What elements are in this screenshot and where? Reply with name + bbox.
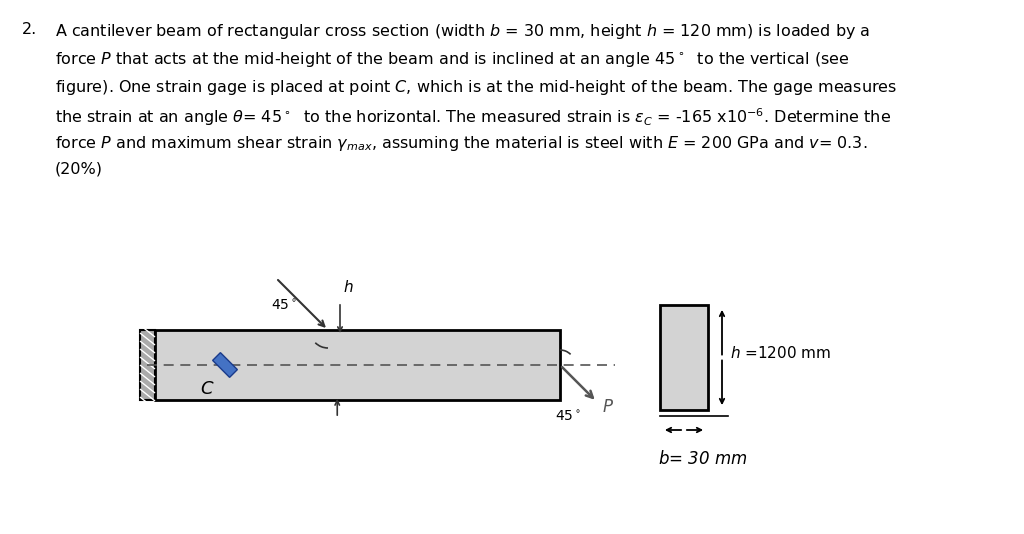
Text: figure). One strain gage is placed at point $C$, which is at the mid-height of t: figure). One strain gage is placed at po… (55, 78, 897, 97)
Text: $b$= 30 mm: $b$= 30 mm (658, 450, 748, 468)
Text: 2.: 2. (22, 22, 37, 37)
Bar (140, 330, 155, 400)
Bar (155, 330, 560, 400)
Text: $h$ =1200 mm: $h$ =1200 mm (730, 345, 831, 362)
Text: $P$: $P$ (602, 398, 613, 416)
Text: force $P$ and maximum shear strain $\gamma_{max}$, assuming the material is stee: force $P$ and maximum shear strain $\gam… (55, 134, 867, 153)
Text: 45$^\circ$: 45$^\circ$ (271, 299, 297, 313)
Text: force $P$ that acts at the mid-height of the beam and is inclined at an angle 45: force $P$ that acts at the mid-height of… (55, 50, 850, 69)
Text: 45$^\circ$: 45$^\circ$ (555, 410, 582, 425)
Text: $h$: $h$ (343, 279, 353, 295)
Text: $C$: $C$ (200, 380, 214, 398)
Text: the strain at an angle $\theta$= 45$^\circ$  to the horizontal. The measured str: the strain at an angle $\theta$= 45$^\ci… (55, 106, 891, 128)
Polygon shape (213, 352, 238, 378)
Text: (20%): (20%) (55, 162, 103, 177)
Bar (660, 305, 708, 410)
Text: A cantilever beam of rectangular cross section (width $b$ = 30 mm, height $h$ = : A cantilever beam of rectangular cross s… (55, 22, 870, 41)
